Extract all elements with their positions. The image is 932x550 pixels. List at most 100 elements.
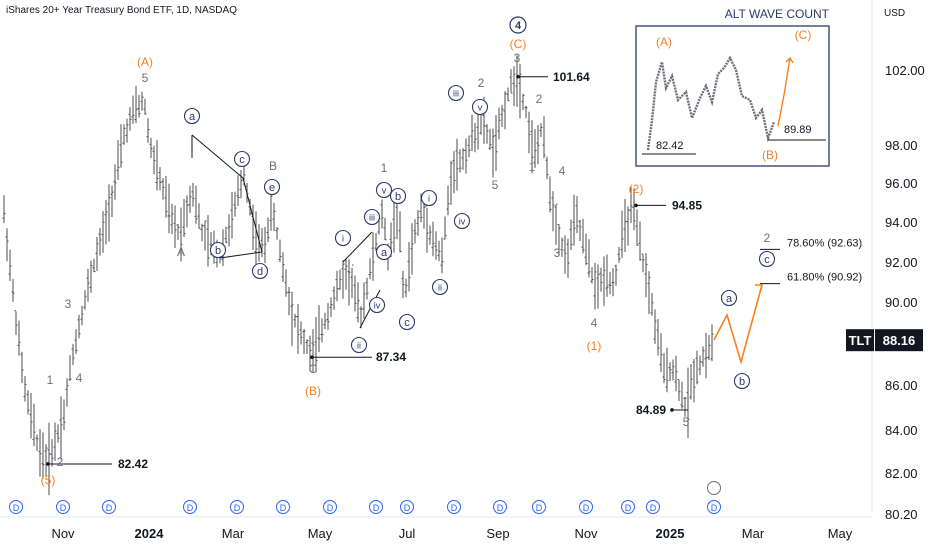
y-tick-label: 98.00 (885, 138, 918, 153)
ohlc-bar (332, 286, 336, 310)
ohlc-bar (443, 216, 447, 240)
ohlc-bar (323, 312, 327, 330)
dividend-marker-icon: D (646, 500, 660, 514)
ohlc-bar (494, 115, 498, 171)
wave-label-roman: iii (363, 208, 381, 226)
ohlc-bar (659, 333, 663, 373)
ohlc-bar (551, 191, 555, 232)
ohlc-bar (158, 167, 162, 191)
wave-label-circled: b (733, 372, 751, 390)
dividend-marker-icon: D (102, 500, 116, 514)
ohlc-bar (326, 303, 330, 330)
ohlc-bar (74, 329, 78, 354)
ohlc-bar (71, 344, 75, 366)
svg-text:D: D (583, 503, 590, 513)
ohlc-bar (137, 94, 141, 118)
wave-label-orange: (2) (629, 182, 644, 196)
ohlc-bar (107, 184, 111, 242)
ohlc-bar (476, 114, 480, 150)
ohlc-bar (542, 116, 546, 159)
wave-label-orange: (B) (305, 384, 321, 398)
ohlc-bar (626, 206, 630, 246)
ohlc-bar (23, 376, 27, 402)
ohlc-bar (527, 111, 531, 154)
ohlc-bar (305, 339, 309, 354)
ohlc-bar (347, 259, 351, 306)
ohlc-bar (455, 138, 459, 191)
y-tick-label: 80.20 (885, 507, 918, 522)
svg-text:i: i (428, 194, 430, 204)
ohlc-bar (116, 140, 120, 180)
y-tick-label: 86.00 (885, 378, 918, 393)
svg-text:D: D (13, 503, 20, 513)
wave-label-circled: c (233, 150, 251, 168)
ohlc-bar (554, 203, 558, 245)
ohlc-bar (299, 321, 303, 345)
ohlc-bar (170, 203, 174, 235)
dividend-marker-icon: D (400, 500, 414, 514)
wave-label-gray: C (309, 362, 318, 376)
ohlc-bar (374, 232, 378, 251)
wave-label-gray: 5 (492, 178, 499, 192)
ohlc-bar (458, 149, 462, 173)
ohlc-bar (95, 236, 99, 272)
ohlc-bar (404, 278, 408, 298)
ohlc-bar (266, 217, 270, 243)
svg-text:a: a (726, 293, 733, 305)
projection-arrow (755, 284, 764, 293)
svg-text:ii: ii (357, 341, 361, 351)
ohlc-bar (113, 164, 117, 200)
ohlc-bar (230, 191, 234, 239)
ohlc-bar (308, 335, 312, 372)
ohlc-bar (590, 267, 594, 284)
flash-event-icon (707, 481, 721, 495)
dividend-marker-icon: D (493, 500, 507, 514)
ohlc-bar (338, 269, 342, 290)
wave-label-circled: a (375, 243, 393, 261)
x-tick-label: Mar (222, 526, 245, 541)
svg-text:b: b (215, 245, 221, 257)
wave-label-circled: d (251, 262, 269, 280)
ohlc-bar (635, 209, 639, 246)
dividend-marker-icon: D (447, 500, 461, 514)
wave-label-gray: 2 (57, 455, 64, 469)
price-level-dot (634, 203, 638, 208)
ohlc-bar (518, 63, 522, 119)
ohlc-bar (701, 346, 705, 367)
ohlc-bar (446, 185, 450, 216)
ohlc-bar (566, 238, 570, 278)
svg-text:iii: iii (369, 213, 375, 223)
inset-price-path (646, 55, 776, 151)
ohlc-bar (434, 231, 438, 260)
ohlc-bar (167, 183, 171, 234)
ohlc-bar (599, 267, 603, 292)
ohlc-bar (503, 91, 507, 130)
x-tick-label: Mar (742, 526, 765, 541)
ohlc-bar (356, 282, 360, 323)
svg-text:v: v (382, 186, 387, 196)
x-tick-label: Nov (51, 526, 75, 541)
ohlc-bar (368, 258, 372, 280)
ohlc-bar (68, 355, 72, 381)
ohlc-bar (365, 277, 369, 300)
ohlc-bar (560, 237, 564, 257)
ohlc-bar (398, 211, 402, 253)
ohlc-bar (512, 66, 516, 106)
svg-text:D: D (625, 503, 632, 513)
wave-label-circled: a (183, 107, 201, 125)
ohlc-bar (470, 114, 474, 152)
ohlc-bar (674, 355, 678, 392)
wave-label-roman: iii (447, 84, 465, 102)
currency-label: USD (884, 8, 905, 19)
ohlc-bar (545, 156, 549, 180)
ohlc-bar (20, 351, 24, 384)
ohlc-bar (383, 217, 387, 241)
ohlc-bar (413, 219, 417, 244)
ohlc-bar (521, 93, 525, 111)
ohlc-bar (14, 310, 18, 335)
ohlc-bar (392, 198, 396, 253)
ohlc-bar (683, 396, 687, 417)
wave-label-gray: 4 (591, 316, 598, 330)
svg-text:D: D (404, 503, 411, 513)
